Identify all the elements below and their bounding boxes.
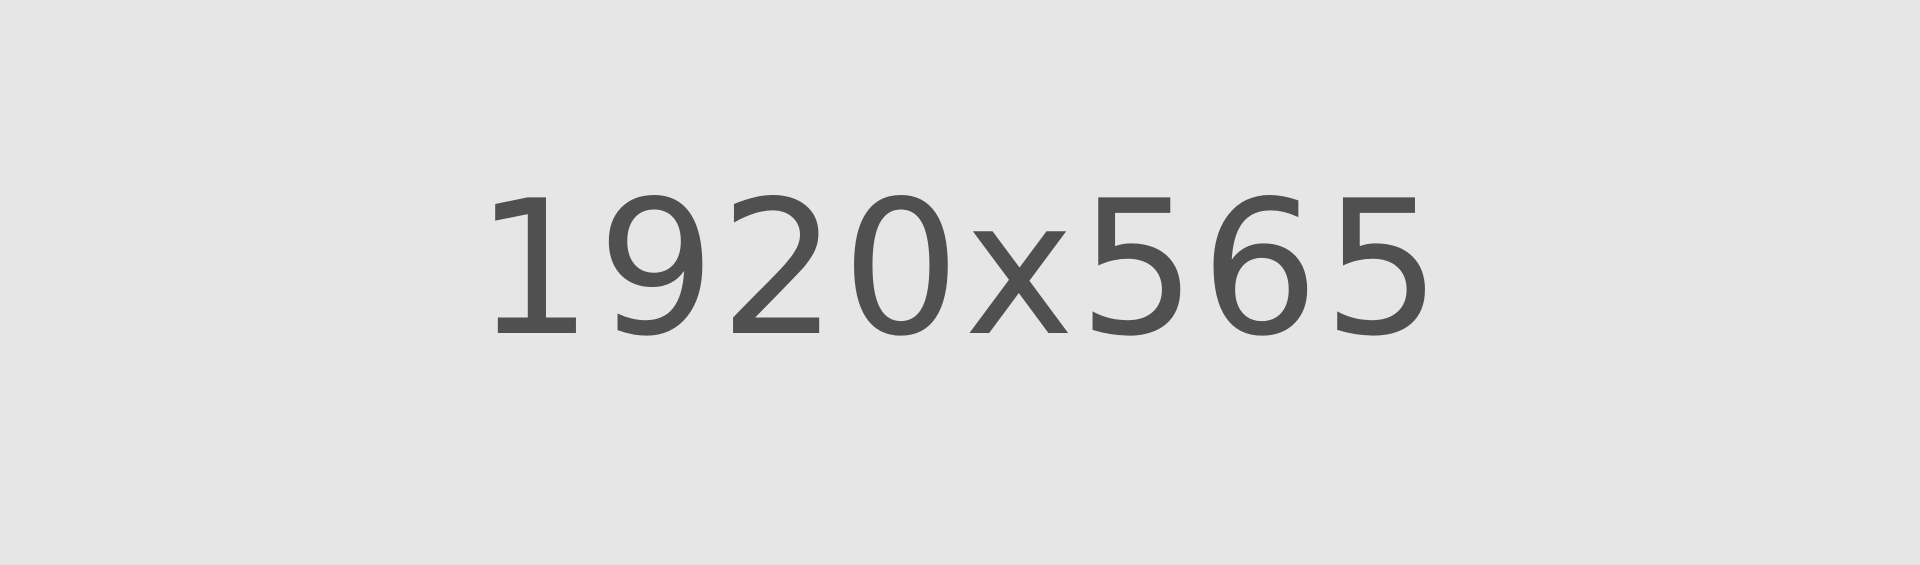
dimensions-label: 1920x565	[474, 159, 1446, 377]
